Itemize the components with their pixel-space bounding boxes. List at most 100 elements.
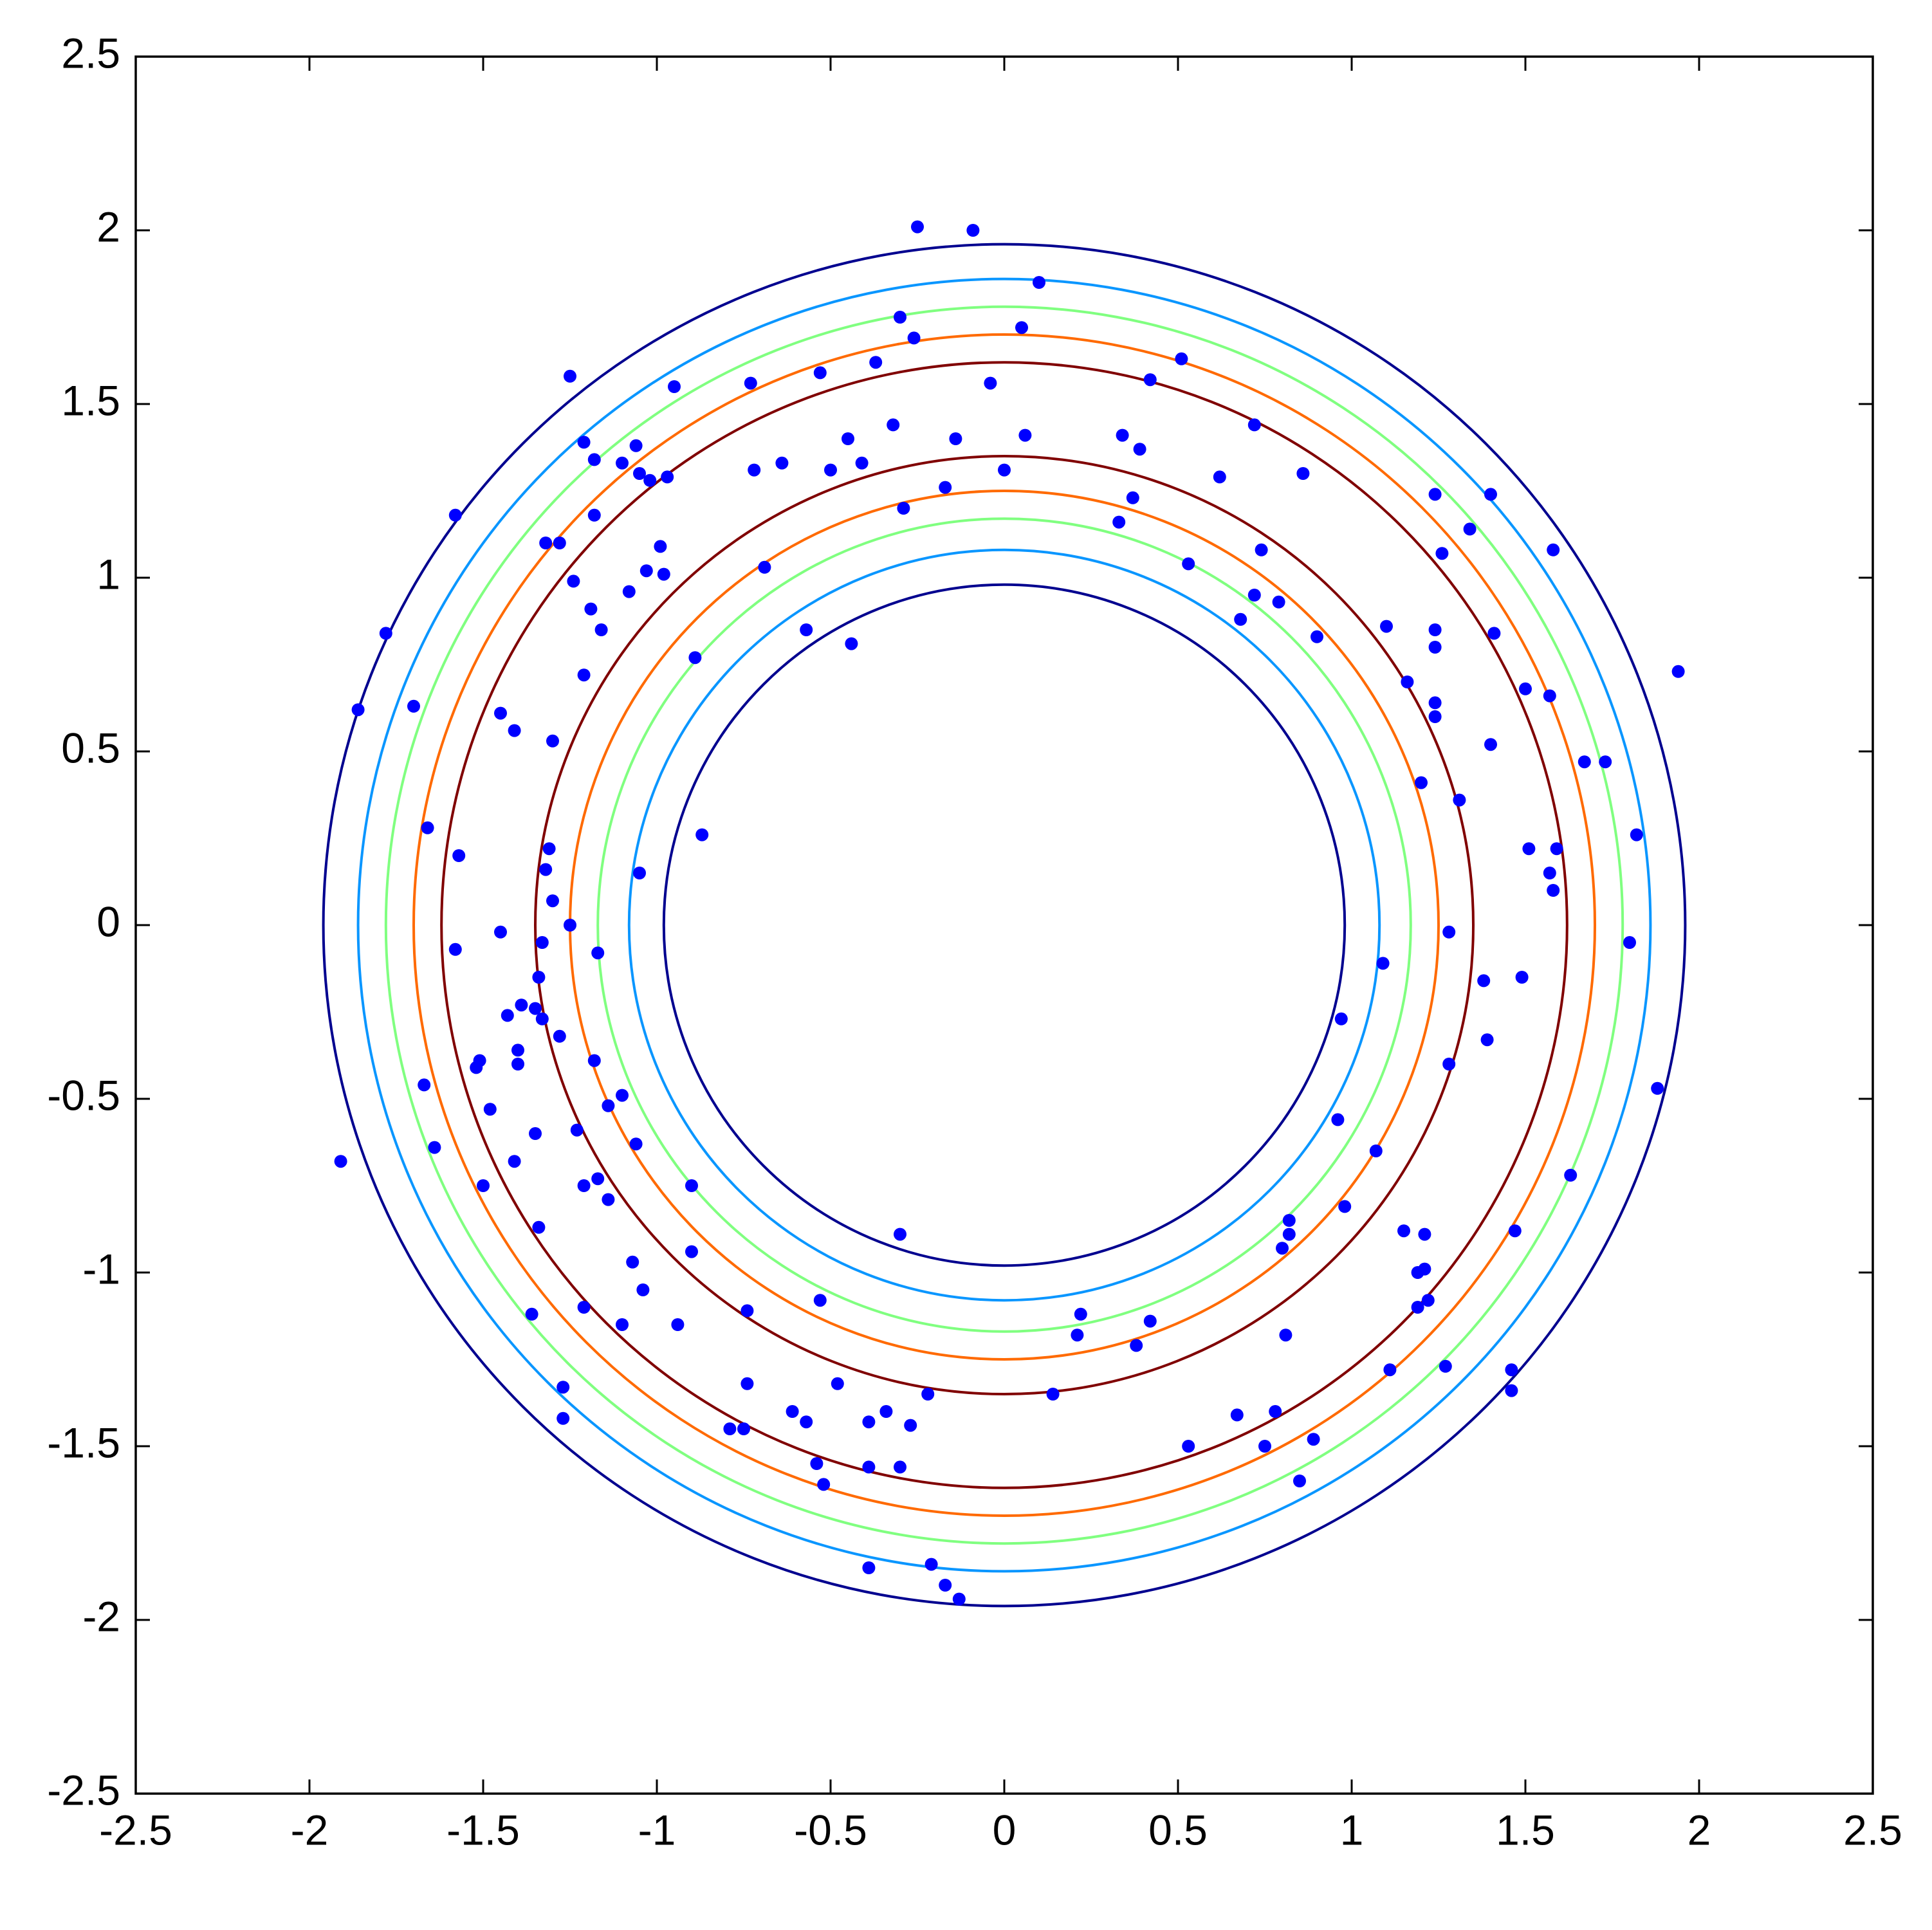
point: [1411, 1266, 1424, 1279]
point: [775, 456, 789, 470]
point: [1487, 627, 1501, 640]
point: [1508, 1224, 1522, 1238]
point: [633, 867, 646, 879]
point: [894, 1227, 906, 1241]
point: [1428, 696, 1442, 710]
contour-line: [412, 333, 1596, 1517]
point: [539, 863, 553, 876]
point: [494, 925, 507, 939]
x-tick-label: 2.5: [1843, 1806, 1902, 1853]
point: [542, 842, 556, 856]
y-tick-label: 0.5: [61, 724, 120, 771]
point: [1133, 443, 1146, 456]
point: [553, 1029, 566, 1043]
point: [577, 1179, 591, 1192]
point: [657, 567, 670, 581]
point: [939, 481, 952, 494]
contour-line: [534, 455, 1475, 1395]
point: [1428, 710, 1442, 723]
point: [688, 651, 702, 665]
point: [629, 1137, 643, 1151]
point: [1421, 1294, 1435, 1307]
point: [557, 1381, 570, 1394]
point: [546, 734, 559, 748]
point: [1269, 1405, 1282, 1418]
point: [633, 467, 646, 480]
point: [1307, 1433, 1320, 1446]
y-tick-label: 2.5: [61, 29, 120, 77]
point: [654, 540, 667, 553]
x-tick-label: 1: [1340, 1806, 1364, 1853]
y-tick-label: 0: [97, 897, 120, 945]
point: [643, 473, 657, 487]
point: [723, 1422, 737, 1435]
point: [1401, 676, 1414, 688]
point: [748, 463, 761, 477]
contour-line: [322, 243, 1687, 1608]
point: [532, 1220, 546, 1234]
point: [904, 1419, 917, 1432]
x-tick-label: -1.5: [446, 1806, 520, 1853]
point: [894, 311, 906, 324]
point: [494, 706, 507, 720]
point: [477, 1179, 490, 1192]
point: [1369, 1144, 1383, 1157]
point: [1182, 557, 1195, 571]
point: [817, 1478, 831, 1491]
point: [1671, 665, 1685, 678]
point: [1623, 936, 1636, 949]
point: [1279, 1328, 1293, 1342]
contour-line: [384, 305, 1624, 1545]
point: [1418, 1227, 1431, 1241]
point: [577, 668, 591, 682]
point: [591, 1172, 605, 1186]
point: [862, 1460, 876, 1474]
point: [1547, 543, 1560, 556]
point: [925, 1558, 938, 1571]
x-tick-label: -1: [638, 1806, 676, 1853]
point: [602, 1099, 615, 1112]
point: [1276, 1242, 1289, 1255]
point: [1519, 682, 1532, 695]
point: [622, 585, 636, 598]
x-tick-label: 0.5: [1148, 1806, 1208, 1853]
point: [800, 623, 813, 636]
point: [984, 376, 997, 390]
plot-frame: [134, 55, 1874, 1795]
point: [1130, 1339, 1143, 1352]
point: [842, 432, 854, 445]
point: [448, 508, 462, 522]
point: [1112, 515, 1126, 529]
point: [911, 220, 924, 234]
point: [564, 369, 576, 383]
y-tick-label: 1: [97, 550, 120, 598]
point: [1046, 1388, 1060, 1401]
y-tick-label: -2: [82, 1592, 120, 1640]
point: [966, 224, 980, 237]
point: [501, 1009, 514, 1022]
point: [407, 699, 420, 713]
x-tick-label: -0.5: [794, 1806, 867, 1853]
point: [737, 1422, 750, 1435]
point: [594, 623, 608, 636]
point: [511, 1058, 524, 1071]
point: [921, 1388, 935, 1401]
contour-line: [569, 490, 1440, 1361]
point: [1213, 470, 1226, 484]
point: [616, 1318, 629, 1331]
point: [535, 936, 549, 949]
point: [532, 971, 546, 984]
point: [1143, 373, 1157, 387]
point: [1234, 612, 1247, 626]
point: [553, 537, 566, 549]
point: [824, 463, 837, 477]
point: [1477, 974, 1491, 988]
point: [1116, 428, 1129, 442]
point: [695, 828, 709, 841]
y-tick-label: 1.5: [61, 376, 120, 424]
point: [907, 331, 921, 345]
point: [577, 436, 591, 449]
point: [1071, 1328, 1084, 1342]
